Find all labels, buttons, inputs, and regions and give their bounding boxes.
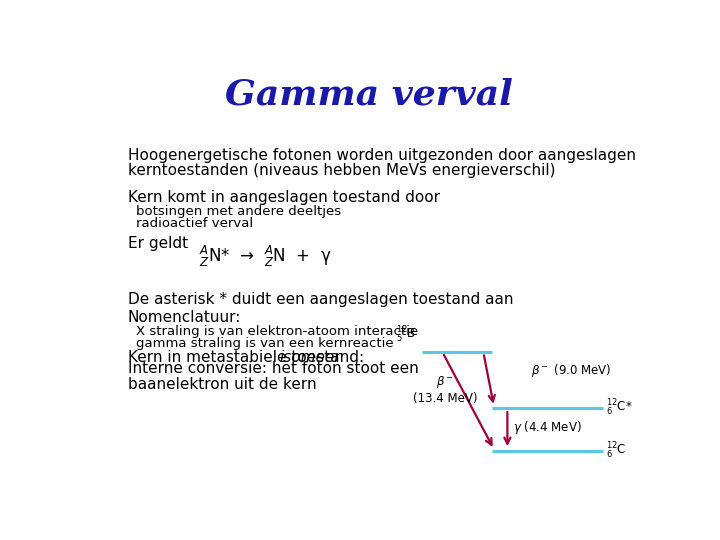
Text: gamma straling is van een kernreactie: gamma straling is van een kernreactie xyxy=(136,338,393,350)
Text: X straling is van elektron-atoom interactie: X straling is van elektron-atoom interac… xyxy=(136,325,418,338)
Text: $^{12}_6$C*: $^{12}_6$C* xyxy=(606,398,633,418)
Text: Nomenclatuur:: Nomenclatuur: xyxy=(128,309,241,325)
Text: Interne conversie: het foton stoot een: Interne conversie: het foton stoot een xyxy=(128,361,419,376)
Text: $^A_Z$N*  →  $^A_Z$N  +  γ: $^A_Z$N* → $^A_Z$N + γ xyxy=(199,244,331,268)
Text: isomeer: isomeer xyxy=(280,350,341,364)
Text: $\gamma$ (4.4 MeV): $\gamma$ (4.4 MeV) xyxy=(513,419,582,436)
Text: kerntoestanden (niveaus hebben MeVs energieverschil): kerntoestanden (niveaus hebben MeVs ener… xyxy=(128,164,555,178)
Text: Er geldt: Er geldt xyxy=(128,236,188,251)
Text: $\beta^-$
(13.4 MeV): $\beta^-$ (13.4 MeV) xyxy=(413,374,477,404)
Text: Gamma verval: Gamma verval xyxy=(225,77,513,111)
Text: De asterisk * duidt een aangeslagen toestand aan: De asterisk * duidt een aangeslagen toes… xyxy=(128,292,513,307)
Text: $^{12}_5$B: $^{12}_5$B xyxy=(396,326,416,346)
Text: Kern komt in aangeslagen toestand door: Kern komt in aangeslagen toestand door xyxy=(128,190,440,205)
Text: $^{12}_6$C: $^{12}_6$C xyxy=(606,441,626,461)
Text: Hoogenergetische fotonen worden uitgezonden door aangeslagen: Hoogenergetische fotonen worden uitgezon… xyxy=(128,148,636,163)
Text: Kern in metastabiele toestand:: Kern in metastabiele toestand: xyxy=(128,350,369,364)
Text: baanelektron uit de kern: baanelektron uit de kern xyxy=(128,377,317,392)
Text: radioactief verval: radioactief verval xyxy=(136,217,253,230)
Text: botsingen met andere deeltjes: botsingen met andere deeltjes xyxy=(136,205,341,218)
Text: $\beta^-$ (9.0 MeV): $\beta^-$ (9.0 MeV) xyxy=(531,362,611,379)
